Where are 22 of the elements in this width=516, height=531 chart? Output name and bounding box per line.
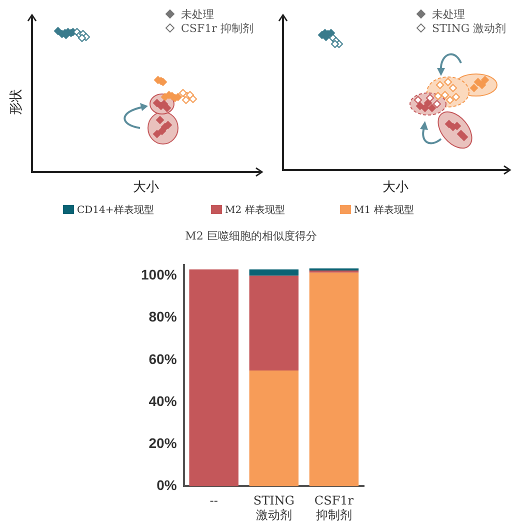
chart-title: M2 巨噬细胞的相似度得分 [185,229,317,242]
y-tick-label: 100% [140,266,178,283]
bar [189,269,238,486]
text: 大小 [133,179,159,196]
y-tick-label: 0% [156,477,178,494]
y-tick-label: 20% [148,434,178,451]
x-tick-label: -- [210,494,218,508]
text: 形状 [8,89,25,115]
x-tick-label: CSF1r 抑制剂 [314,494,354,522]
x-tick-label: STING 激动剂 [253,494,294,522]
bar [309,272,359,486]
y-tick-label: 80% [148,308,178,325]
y-tick-label: 60% [148,350,178,367]
legend-label: M2 样表现型 [224,204,285,217]
text: 大小 [382,179,408,196]
bar [249,370,299,486]
bar [309,270,359,273]
bar [249,276,299,370]
bar [249,269,299,276]
y-tick-label: 40% [148,392,178,409]
legend-label: CD14+样表现型 [76,204,154,217]
legend-label: M1 样表现型 [353,204,414,217]
